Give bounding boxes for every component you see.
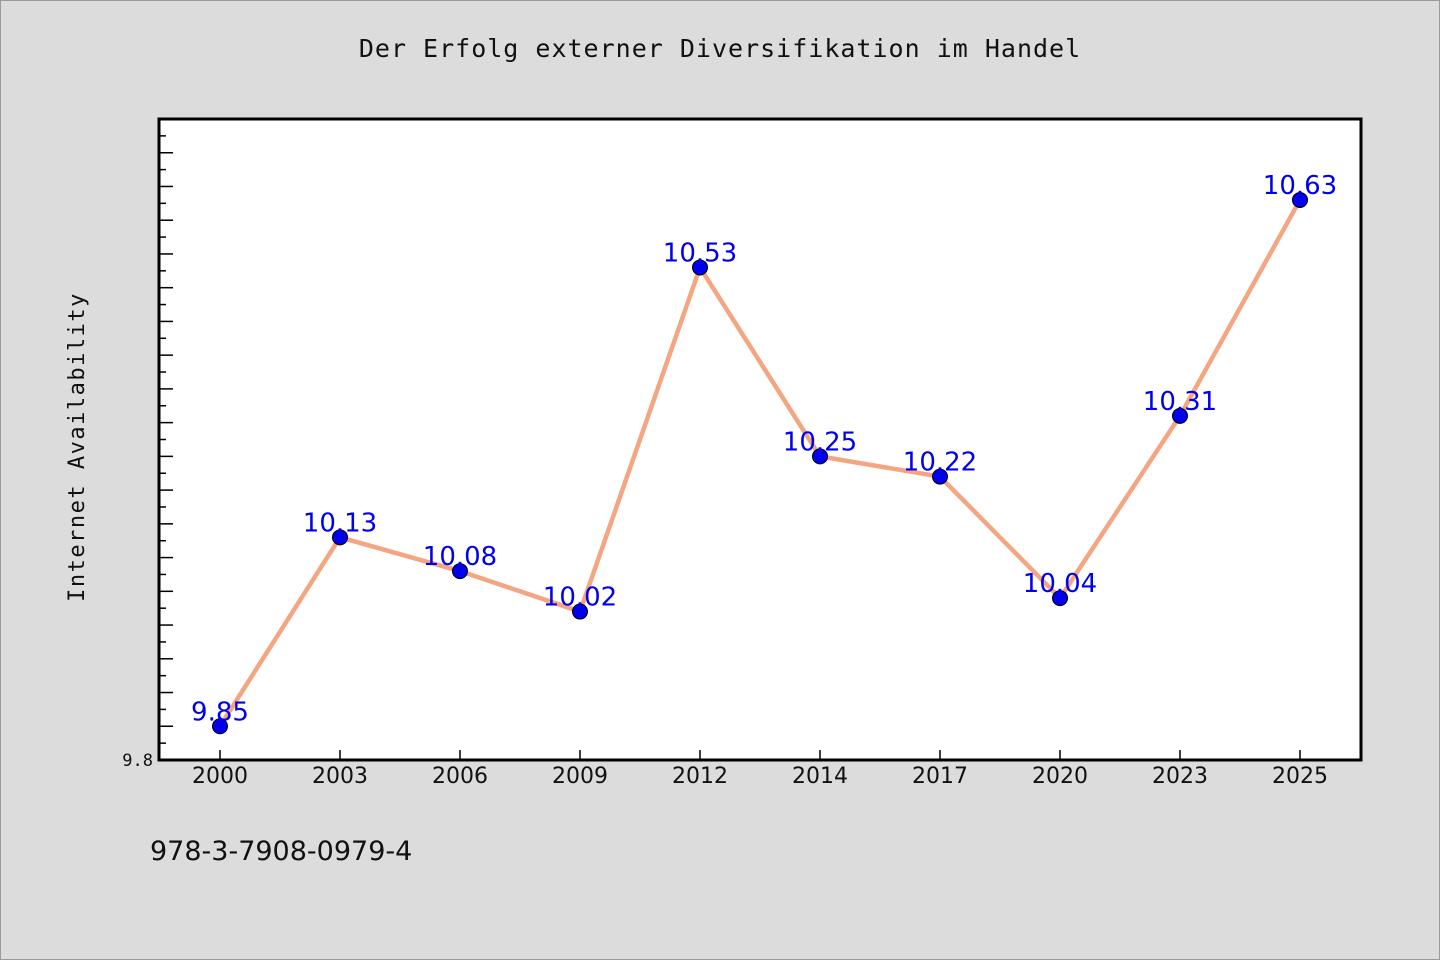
y-axis-labels: 9.8 xyxy=(122,751,153,771)
data-label: 10.25 xyxy=(783,427,857,457)
x-tick-label: 2003 xyxy=(312,764,368,789)
data-point xyxy=(692,259,708,276)
y-axis-ticks xyxy=(159,118,173,761)
y-tick-label: 9.8 xyxy=(122,751,153,771)
data-label: 10.31 xyxy=(1143,387,1217,417)
x-tick-label: 2009 xyxy=(552,764,608,789)
data-points xyxy=(212,191,1308,735)
data-label: 10.13 xyxy=(303,508,377,538)
data-label: 10.22 xyxy=(903,448,977,478)
data-labels: 9.85 10.13 10.08 10.02 10.53 10.25 10.22 10.04 1… xyxy=(191,171,1337,727)
data-label: 10.04 xyxy=(1023,569,1097,599)
data-point xyxy=(452,563,468,580)
x-tick-label: 2025 xyxy=(1272,764,1328,789)
x-tick-label: 2023 xyxy=(1152,764,1208,789)
x-tick-label: 2000 xyxy=(192,764,248,789)
data-point xyxy=(1172,407,1188,424)
data-label: 10.08 xyxy=(423,542,497,572)
y-axis-title: Internet Availability xyxy=(65,292,90,602)
isbn-text: 978-3-7908-0979-4 xyxy=(150,836,413,867)
x-tick-label: 2012 xyxy=(672,764,728,789)
x-tick-label: 2006 xyxy=(432,764,488,789)
x-tick-label: 2020 xyxy=(1032,764,1088,789)
x-tick-label: 2014 xyxy=(792,764,848,789)
data-point xyxy=(332,529,348,546)
x-tick-label: 2017 xyxy=(912,764,968,789)
data-point xyxy=(812,448,828,465)
plot-area xyxy=(157,117,1363,762)
data-label: 10.02 xyxy=(543,583,617,613)
data-point xyxy=(1052,590,1068,607)
series-line xyxy=(217,197,1303,729)
data-point xyxy=(572,603,588,620)
x-axis-ticks xyxy=(219,750,1301,760)
data-label: 9.85 xyxy=(191,697,249,727)
data-label: 10.53 xyxy=(663,238,737,268)
data-label: 10.63 xyxy=(1263,171,1337,201)
data-point xyxy=(1292,191,1308,208)
data-point xyxy=(212,718,228,735)
chart-title: Der Erfolg externer Diversifikation im H… xyxy=(358,34,1082,63)
data-point xyxy=(932,468,948,485)
x-axis-labels: 2000 2003 2006 2009 2012 2014 2017 2020 2023 2025 xyxy=(192,764,1328,789)
